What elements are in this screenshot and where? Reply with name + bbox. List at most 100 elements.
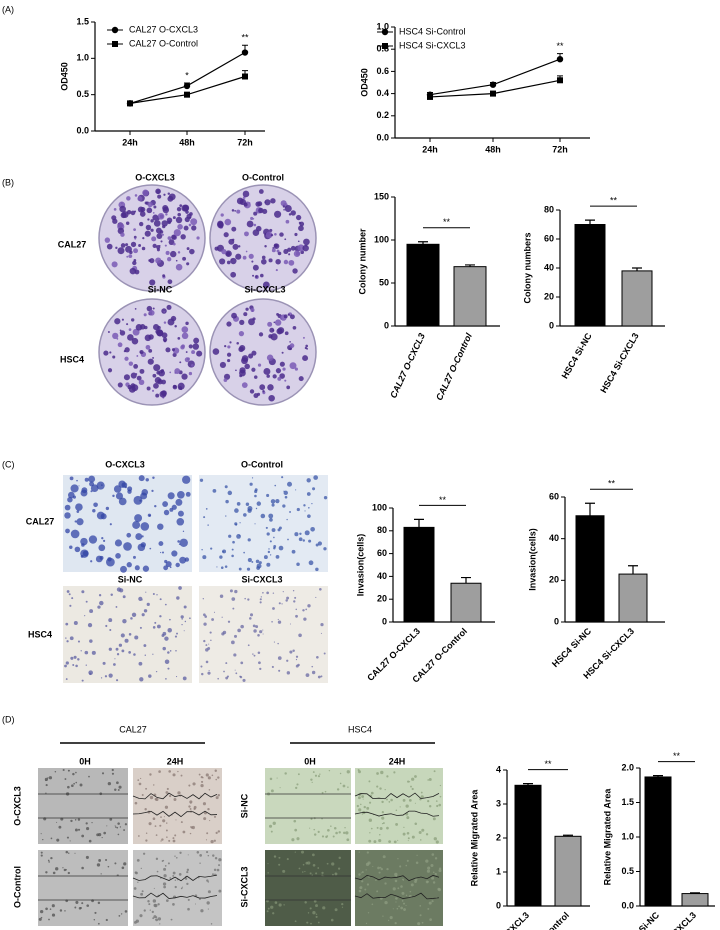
cell	[328, 769, 331, 772]
cell	[283, 904, 285, 906]
colony	[106, 243, 113, 250]
cell	[234, 589, 238, 594]
cell	[338, 831, 341, 834]
cell	[119, 588, 124, 593]
cell	[252, 624, 256, 628]
colony	[182, 256, 187, 261]
wound-edge	[354, 810, 440, 817]
cell	[85, 664, 87, 666]
cell	[81, 679, 84, 682]
cell	[176, 596, 180, 600]
cell	[67, 871, 70, 875]
cell	[399, 806, 401, 808]
cell	[130, 617, 133, 620]
cell	[235, 523, 238, 526]
cell	[113, 485, 122, 493]
cell	[267, 872, 269, 874]
cell	[396, 907, 399, 910]
colony	[134, 194, 138, 197]
cell	[319, 588, 322, 591]
cell	[390, 798, 393, 802]
colony	[165, 213, 168, 216]
colony	[121, 318, 124, 321]
cell	[146, 602, 150, 606]
colony	[235, 369, 237, 372]
colony	[117, 342, 123, 348]
cell	[133, 495, 143, 505]
colony	[144, 201, 148, 205]
cell	[74, 520, 77, 523]
cell	[312, 771, 315, 773]
cell	[168, 839, 171, 842]
cell	[269, 518, 273, 522]
cell	[74, 546, 81, 553]
cell	[310, 778, 313, 781]
cell	[419, 914, 422, 917]
row-label: O-Control	[12, 866, 22, 908]
cell	[216, 868, 220, 872]
cell	[179, 851, 182, 854]
colony	[141, 246, 146, 251]
colony	[192, 343, 200, 350]
cell	[313, 899, 317, 903]
column-label: Si-NC	[148, 284, 173, 294]
y-axis-label: Relative Migrated Area	[469, 789, 479, 887]
cell	[310, 922, 312, 925]
cell	[71, 784, 74, 788]
colony	[227, 345, 231, 349]
cell	[74, 819, 77, 821]
cell	[414, 878, 418, 882]
cell	[366, 806, 370, 810]
colony	[252, 264, 259, 271]
cell	[405, 804, 409, 808]
cell	[154, 621, 157, 624]
cell	[266, 591, 269, 595]
cell	[205, 850, 209, 854]
scratch-image	[132, 850, 222, 926]
cell	[388, 801, 391, 803]
colony	[167, 236, 172, 241]
cell	[88, 775, 90, 778]
cell	[134, 565, 140, 571]
cell	[118, 497, 127, 506]
cell	[368, 780, 371, 783]
cell	[387, 919, 390, 922]
colony	[287, 247, 292, 252]
cell	[155, 857, 159, 861]
colony	[149, 310, 153, 313]
point	[490, 90, 496, 97]
invasion-image	[199, 586, 328, 683]
colony	[285, 219, 290, 224]
colony	[248, 253, 254, 259]
cell	[161, 838, 164, 841]
colony	[271, 248, 276, 253]
cell	[155, 834, 158, 836]
cell	[295, 614, 298, 618]
colony	[270, 198, 276, 204]
cell	[382, 822, 385, 825]
error-bar	[414, 518, 424, 528]
cell	[224, 565, 228, 568]
cell	[376, 772, 379, 775]
cell	[231, 548, 234, 551]
cell	[165, 561, 172, 568]
cell	[121, 482, 128, 488]
colony	[129, 267, 137, 275]
colony	[252, 274, 255, 277]
cell	[75, 503, 83, 511]
time-label: 0H	[304, 756, 316, 766]
row-label: CAL27	[58, 239, 87, 249]
error-bar	[653, 774, 663, 777]
y-tick-label: 1.5	[621, 797, 634, 807]
cell	[260, 513, 266, 519]
cell	[169, 566, 172, 569]
cell	[309, 872, 312, 875]
colony	[162, 274, 166, 278]
significance: **	[439, 495, 447, 505]
cell	[428, 805, 432, 808]
y-tick-label: 1.5	[76, 16, 89, 26]
cell	[64, 910, 66, 912]
cell	[386, 867, 389, 871]
point	[184, 91, 190, 98]
